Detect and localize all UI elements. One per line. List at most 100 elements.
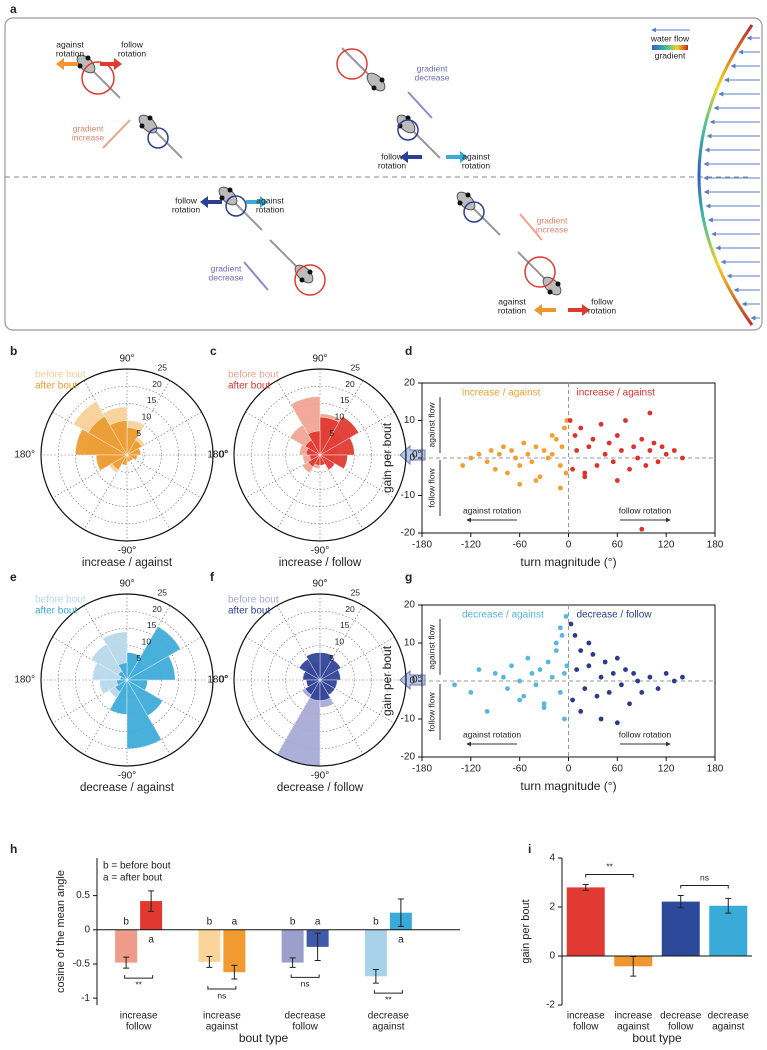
text-line: against — [256, 196, 284, 206]
point — [586, 663, 592, 669]
angle-tick-label: -90° — [118, 546, 136, 557]
polar-frame — [40, 368, 214, 542]
point — [614, 478, 620, 483]
rose-wedge — [75, 428, 128, 456]
y-tick-label: 2 — [549, 902, 555, 913]
point — [557, 690, 563, 695]
legend-label: a = after bout — [103, 873, 162, 884]
diagram-label: against rotation — [498, 297, 527, 316]
x-tick-label: increase against — [203, 1010, 241, 1032]
gradient-arrow — [243, 261, 269, 291]
point — [635, 678, 641, 684]
rotation-circle — [225, 195, 247, 217]
bar-letter: b — [290, 916, 296, 927]
bar-letter: b — [123, 916, 129, 927]
radial-grid-line — [245, 411, 395, 499]
direction-arrow — [246, 196, 268, 208]
direction-arrow — [56, 58, 78, 70]
y-tick-label: -10 — [401, 490, 416, 501]
point — [639, 436, 645, 442]
point — [492, 466, 498, 472]
panel-label: e — [10, 570, 17, 584]
angle-tick-label: -90° — [311, 546, 329, 557]
legend-label: after bout — [35, 381, 77, 392]
y-tick-label: 20 — [404, 378, 416, 389]
y-tick-label: 0 — [549, 951, 555, 962]
radial-grid-line — [245, 636, 395, 724]
rotation-circle — [397, 119, 419, 141]
text-line: follow — [121, 40, 144, 50]
bar — [709, 905, 748, 956]
text-line: against — [712, 1021, 744, 1032]
point — [631, 444, 637, 450]
r-tick-label: 5 — [329, 653, 334, 663]
point — [570, 466, 575, 472]
point — [578, 648, 584, 653]
significance-label: ** — [135, 979, 142, 989]
r-tick-label: 10 — [142, 412, 152, 422]
point — [509, 663, 514, 669]
y-axis-label: gain per bout — [520, 899, 532, 963]
r-tick-label: 15 — [340, 620, 350, 630]
point — [647, 410, 653, 416]
rose-wedge — [307, 430, 321, 456]
r-tick-label: 5 — [136, 428, 141, 438]
point — [639, 526, 645, 532]
bar-letter: a — [232, 916, 238, 927]
y-tick-label: -20 — [401, 752, 416, 763]
point — [505, 470, 510, 476]
error-bar — [314, 932, 321, 962]
text-line: increase — [203, 1010, 241, 1021]
error-bar — [372, 968, 379, 984]
point — [521, 693, 527, 699]
panel-label: a — [10, 2, 17, 16]
point — [505, 686, 510, 691]
text-line: increase — [614, 1010, 652, 1021]
y-axis-label: cosine of the mean angle — [55, 870, 67, 993]
text-line: follow — [381, 152, 404, 162]
gradient-arrow — [102, 119, 131, 149]
point — [496, 451, 502, 457]
bar — [281, 929, 304, 963]
flow-profile — [697, 24, 754, 326]
rose-wedge — [319, 416, 340, 456]
angle-tick-label: 0° — [219, 450, 229, 461]
annotation: against rotation — [463, 505, 521, 515]
diagram-label: gradient decrease — [209, 264, 244, 283]
rose-wedge — [126, 679, 162, 750]
angle-tick-label: 0° — [219, 675, 229, 686]
point — [623, 418, 628, 423]
x-tick-label: 120 — [658, 540, 675, 551]
x-tick-label: 0 — [566, 764, 572, 775]
legend-label: b = before bout — [103, 861, 171, 872]
direction-arrow — [400, 151, 422, 163]
angle-tick-label: 90° — [119, 579, 134, 590]
diagram-label: gradient decrease — [415, 64, 450, 83]
x-tick-label: -60 — [512, 540, 527, 551]
point — [590, 652, 596, 657]
radial-grid-line — [245, 411, 395, 499]
r-tick-label: 15 — [340, 395, 350, 405]
point — [557, 463, 563, 468]
point — [655, 459, 661, 465]
x-tick-label: decrease against — [368, 1010, 410, 1032]
diagram-label: follow rotation — [588, 297, 617, 316]
point — [460, 463, 466, 468]
r-tick-label: 10 — [142, 637, 152, 647]
radial-grid-line — [52, 636, 202, 724]
panel-label: f — [210, 570, 215, 584]
rose-wedge — [121, 454, 128, 466]
point — [659, 444, 665, 450]
text-line: gradient — [537, 216, 568, 226]
text-line: rotation — [256, 205, 285, 215]
flow-arrows — [703, 35, 760, 321]
point — [564, 663, 570, 669]
rose-wedge — [304, 439, 321, 456]
r-tick-label: 25 — [351, 362, 361, 372]
rose-wedge — [92, 662, 128, 681]
y-tick-label: 0.5 — [76, 890, 90, 901]
point — [639, 690, 645, 695]
legend-label: water flow — [650, 33, 690, 43]
error-bar — [289, 957, 296, 968]
r-tick-label: 15 — [147, 620, 157, 630]
